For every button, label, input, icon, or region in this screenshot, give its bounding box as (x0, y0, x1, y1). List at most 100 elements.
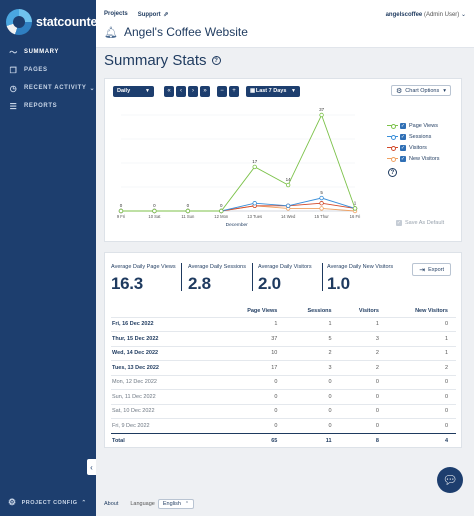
zoom-in-button[interactable]: + (229, 85, 239, 97)
user-menu[interactable]: angelscoffee (Admin User) ⌄ (386, 11, 466, 18)
sidebar-item-summary[interactable]: 〜 SUMMARY (0, 43, 96, 61)
data-point (319, 112, 324, 118)
date-cell[interactable]: Wed, 14 Dec 2022 (111, 345, 221, 361)
collapse-sidebar-button[interactable]: ‹ (87, 459, 96, 475)
total-cell: 4 (386, 432, 456, 448)
export-button[interactable]: ⇥ Export (412, 263, 451, 276)
total-cell: 11 (285, 432, 340, 448)
legend-item[interactable]: ✓ New Visitors (387, 153, 439, 164)
about-link[interactable]: About (104, 501, 119, 507)
project-config-button[interactable]: ⚙ PROJECT CONFIG ⌃ (8, 497, 87, 508)
daily-stats-table: Page Views Sessions Visitors New Visitor… (111, 305, 456, 448)
language-select[interactable]: English ⌃ (157, 499, 195, 509)
statcounter-logo[interactable]: statcounter (6, 9, 102, 35)
stat-divider (181, 263, 182, 291)
legend-item[interactable]: ✓ Sessions (387, 131, 439, 142)
wave-icon: 〜 (9, 47, 18, 57)
chart-legend: ✓ Page Views ✓ Sessions ✓ Visitors ✓ New Visito… (387, 120, 439, 177)
sidebar-item-recent-activity[interactable]: ◷ RECENT ACTIVITY ⌄ (0, 79, 96, 97)
sidebar-item-reports[interactable]: ☰ REPORTS (0, 97, 96, 115)
footer: About Language English ⌃ (104, 499, 195, 509)
checkbox-icon[interactable]: ✓ (400, 133, 406, 140)
date-cell[interactable]: Fri, 16 Dec 2022 (111, 316, 221, 332)
prev-period-button[interactable]: ‹ (176, 85, 186, 97)
topbar: Projects Support ⇗ angelscoffee (Admin U… (96, 0, 474, 48)
save-as-default-checkbox[interactable]: ✓ Save As Default (396, 220, 444, 226)
bell-icon[interactable]: 🔔︎ (104, 26, 118, 39)
date-range-select[interactable]: ▦ Last 7 Days ▼ (246, 85, 300, 97)
stat-value: 2.8 (188, 274, 211, 293)
date-cell[interactable]: Thur, 15 Dec 2022 (111, 331, 221, 346)
x-tick-label: 10 Sat (148, 214, 161, 219)
legend-item[interactable]: ✓ Page Views (387, 120, 439, 131)
caret-down-icon: ▾ (443, 87, 446, 94)
line-chart: 0 0 0 0 17 14 37 5 1 9 Fri 10 Sat 11 Sun 12 Mon 13 Tu… (117, 107, 361, 228)
value-cell: 0 (339, 418, 387, 433)
support-link[interactable]: Support ⇗ (138, 11, 169, 18)
column-header[interactable]: Visitors (358, 307, 379, 314)
stat-label: Average Daily Sessions (188, 264, 246, 270)
stat-value: 1.0 (327, 274, 350, 293)
column-header[interactable]: Page Views (247, 307, 278, 314)
value-cell: 0 (285, 418, 340, 433)
sidebar-item-pages[interactable]: ❐ PAGES (0, 61, 96, 79)
value-cell: 0 (221, 418, 286, 433)
legend-item[interactable]: ✓ Visitors (387, 142, 439, 153)
data-point (285, 203, 291, 209)
gear-icon: ⚙ (396, 87, 403, 95)
chevron-up-icon: ⌃ (81, 499, 87, 506)
table-row: Sat, 10 Dec 2022 0 0 0 0 (111, 403, 456, 419)
value-cell: 1 (339, 316, 387, 332)
sidebar: statcounter 〜 SUMMARY ❐ PAGES ◷ RECENT A… (0, 0, 102, 516)
date-cell[interactable]: Sun, 11 Dec 2022 (111, 389, 221, 404)
page-title: Summary Stats ? (104, 52, 221, 69)
date-cell[interactable]: Sat, 10 Dec 2022 (111, 403, 221, 419)
projects-link[interactable]: Projects (104, 11, 128, 17)
chat-button[interactable]: 💬︎ (437, 467, 463, 493)
value-cell: 0 (339, 389, 387, 404)
legend-marker-icon (387, 123, 398, 129)
stats-card: Average Daily Page Views 16.3 Average Da… (104, 252, 462, 448)
legend-label: Sessions (409, 133, 432, 140)
value-cell: 0 (285, 403, 340, 419)
statcounter-logo-icon (6, 9, 32, 35)
chart-card: Daily ▼ « ‹ › » − + ▦ Last 7 Days ▼ ⚙ Ch… (104, 78, 462, 242)
chat-icon: 💬︎ (442, 473, 458, 487)
column-header[interactable]: New Visitors (415, 307, 448, 314)
chart-options-button[interactable]: ⚙ Chart Options ▾ (391, 85, 451, 96)
data-point (319, 201, 324, 206)
value-cell: 0 (221, 403, 286, 419)
value-cell: 1 (386, 331, 456, 346)
data-label: 37 (319, 107, 325, 112)
value-cell: 2 (339, 360, 387, 375)
help-icon[interactable]: ? (211, 56, 221, 65)
caret-down-icon: ▼ (145, 88, 150, 94)
help-icon[interactable]: ? (388, 168, 397, 177)
checkbox-icon[interactable]: ✓ (400, 155, 406, 162)
data-point (219, 208, 224, 214)
value-cell: 0 (386, 418, 456, 433)
x-tick-label: 14 Wed (281, 214, 296, 219)
language-label: Language (130, 501, 155, 507)
zoom-out-button[interactable]: − (217, 85, 227, 97)
username: angelscoffee (385, 12, 423, 18)
chevron-down-icon: ⌄ (460, 12, 466, 18)
granularity-select[interactable]: Daily ▼ (113, 85, 154, 97)
checkbox-icon[interactable]: ✓ (400, 144, 406, 151)
data-label: 0 (187, 203, 190, 208)
table-row: Wed, 14 Dec 2022 10 2 2 1 (111, 345, 456, 361)
stat-avg-new-visitors: Average Daily New Visitors 1.0 (327, 264, 393, 294)
first-period-button[interactable]: « (164, 85, 174, 97)
last-period-button[interactable]: » (200, 85, 210, 97)
external-link-icon: ⇗ (161, 12, 169, 18)
sidebar-nav: 〜 SUMMARY ❐ PAGES ◷ RECENT ACTIVITY ⌄ ☰ … (0, 43, 96, 115)
date-cell[interactable]: Fri, 9 Dec 2022 (111, 418, 221, 433)
next-period-button[interactable]: › (188, 85, 198, 97)
column-header[interactable]: Sessions (307, 307, 332, 314)
date-cell[interactable]: Mon, 12 Dec 2022 (111, 374, 221, 390)
x-tick-label: 16 Fri (350, 214, 361, 219)
column-header (111, 305, 221, 317)
stat-avg-visitors: Average Daily Visitors 2.0 (258, 264, 312, 294)
date-cell[interactable]: Tues, 13 Dec 2022 (111, 360, 221, 375)
checkbox-icon[interactable]: ✓ (400, 122, 406, 129)
